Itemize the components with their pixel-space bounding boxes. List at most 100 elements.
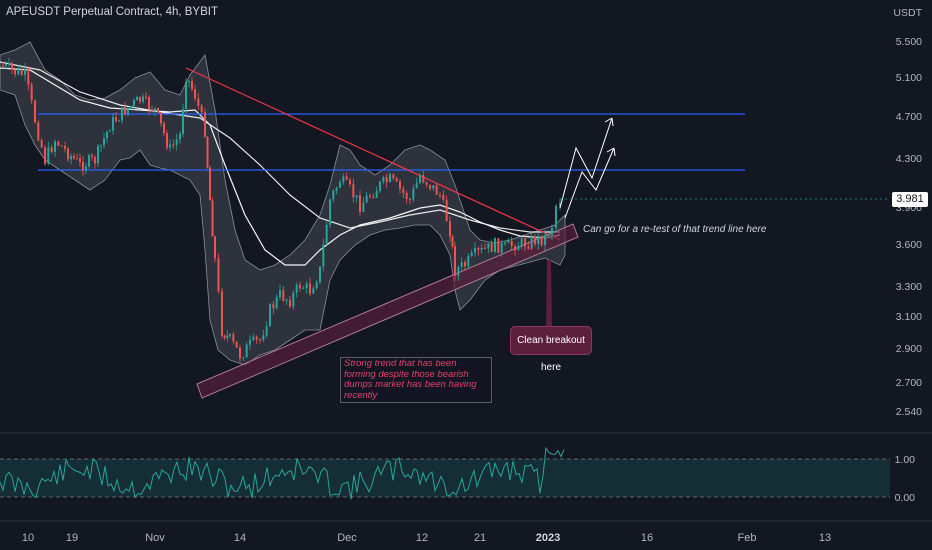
candle-body xyxy=(115,117,117,122)
candle-body xyxy=(249,339,251,345)
price-axis[interactable]: 5.5005.1004.7004.3003.9003.6003.3003.100… xyxy=(896,36,922,418)
candle-body xyxy=(369,195,371,197)
candle-body xyxy=(169,144,171,148)
candle-body xyxy=(275,296,278,309)
candle-body xyxy=(73,155,75,159)
candle-body xyxy=(242,357,245,359)
oscillator-axis[interactable]: 1.00 0.00 xyxy=(895,454,916,504)
candle-body xyxy=(312,288,315,294)
candle-body xyxy=(399,181,401,189)
breakout-callout[interactable]: Clean breakout here xyxy=(510,326,592,373)
candle-body xyxy=(524,238,526,247)
candle-body xyxy=(282,290,285,301)
candle-body xyxy=(57,141,60,146)
candle-body xyxy=(385,177,388,183)
candle-body xyxy=(60,145,63,147)
candle-body xyxy=(285,299,288,301)
candle-body xyxy=(232,334,235,342)
time-tick-label: 10 xyxy=(22,532,34,544)
candle-body xyxy=(445,199,448,222)
currency-label: USDT xyxy=(893,7,922,19)
candle-body xyxy=(309,283,311,294)
candle-body xyxy=(530,236,533,249)
candle-body xyxy=(295,284,298,293)
candle-body xyxy=(480,248,483,250)
candle-body xyxy=(154,108,156,112)
retest-annotation[interactable]: Can go for a re-test of that trend line … xyxy=(583,224,767,235)
candle-body xyxy=(34,100,36,123)
candle-body xyxy=(30,84,33,101)
candle-body xyxy=(507,240,510,243)
candle-body xyxy=(551,227,553,236)
candle-body xyxy=(464,262,466,267)
candle-body xyxy=(124,107,126,115)
candle-body xyxy=(272,304,275,309)
ascending-trend-channel xyxy=(196,223,579,399)
candle-body xyxy=(547,235,550,237)
candle-body xyxy=(559,203,561,206)
candle-body xyxy=(392,174,395,179)
candle-body xyxy=(91,155,93,158)
candle-body xyxy=(103,138,105,146)
candle-body xyxy=(100,145,102,147)
candle-body xyxy=(221,291,223,336)
candle-body xyxy=(163,123,165,134)
moving-average-short xyxy=(0,67,561,266)
time-tick-label: 14 xyxy=(234,532,246,544)
candle-body xyxy=(24,68,26,75)
candle-body xyxy=(239,347,241,359)
trend-annotation[interactable]: Strong trend that has been forming despi… xyxy=(340,357,492,403)
candle-body xyxy=(136,96,138,101)
candle-body xyxy=(269,304,271,327)
candle-body xyxy=(514,246,516,251)
candle-body xyxy=(494,238,496,252)
candle-body xyxy=(47,147,50,164)
candle-body xyxy=(262,335,265,340)
candle-body xyxy=(470,252,473,256)
candle-body xyxy=(497,238,500,253)
candle-body xyxy=(67,148,69,160)
time-tick-label: 21 xyxy=(474,532,486,544)
arrow-head-lower xyxy=(606,147,616,157)
candle-body xyxy=(439,194,441,196)
candle-body xyxy=(148,97,150,110)
candle-body xyxy=(292,292,295,307)
time-tick-label: 13 xyxy=(819,532,831,544)
candle-body xyxy=(449,221,451,237)
candle-body xyxy=(442,194,445,200)
candle-body xyxy=(490,243,493,252)
candle-body xyxy=(112,117,114,131)
candle-body xyxy=(510,240,513,247)
candle-body xyxy=(372,196,375,198)
candle-body xyxy=(229,334,231,336)
candle-body xyxy=(305,283,308,289)
candle-body xyxy=(70,155,72,160)
candle-body xyxy=(555,205,557,228)
candle-body xyxy=(457,267,460,276)
candle-body xyxy=(412,188,415,200)
candle-body xyxy=(259,339,261,341)
candle-body xyxy=(118,120,120,122)
candle-body xyxy=(182,109,184,134)
candle-body xyxy=(375,190,378,198)
candle-body xyxy=(484,248,486,250)
candle-body xyxy=(76,158,78,160)
candle-body xyxy=(419,174,421,183)
candle-body xyxy=(329,199,331,225)
candle-body xyxy=(206,136,209,168)
oscillator-line xyxy=(0,446,565,500)
candle-body xyxy=(265,326,268,336)
candle-body xyxy=(359,195,361,212)
time-axis[interactable]: 10 19 Nov 14 Dec 12 21 2023 16 Feb 13 xyxy=(22,532,831,544)
candle-body xyxy=(226,335,229,338)
candle-body xyxy=(127,107,129,115)
price-candles xyxy=(2,58,561,362)
price-tick-label: 5.500 xyxy=(896,36,922,48)
candle-body xyxy=(211,200,214,237)
candle-body xyxy=(422,174,425,183)
candle-body xyxy=(40,140,43,148)
candle-body xyxy=(537,235,540,245)
candle-body xyxy=(349,179,351,185)
candle-body xyxy=(97,146,99,164)
